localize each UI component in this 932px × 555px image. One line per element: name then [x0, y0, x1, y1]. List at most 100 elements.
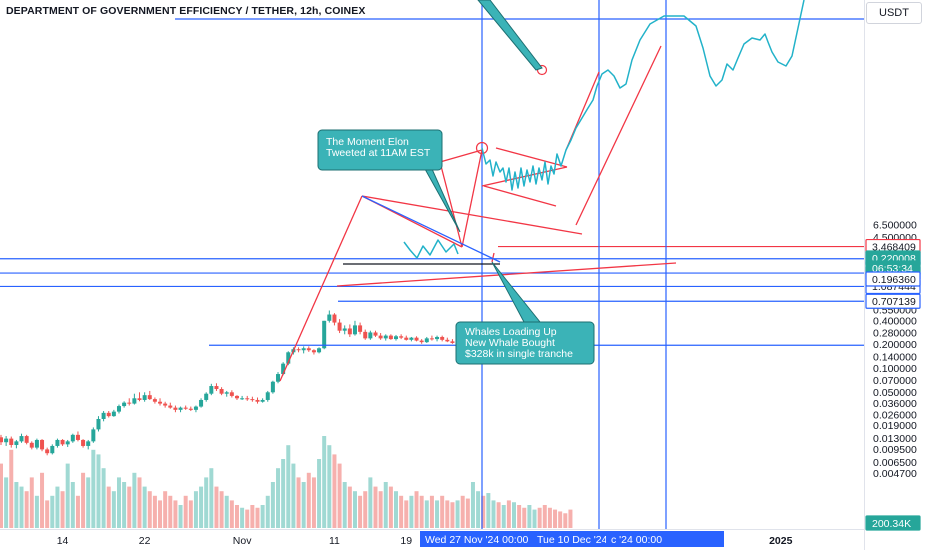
volume-bar [55, 486, 60, 528]
candle-up [65, 441, 70, 445]
volume-bar [132, 472, 137, 528]
volume-bar [111, 491, 116, 528]
candle-up [209, 386, 214, 394]
candle-up [116, 406, 121, 412]
volume-bar [158, 500, 163, 528]
time-tick-label: 19 [400, 535, 412, 547]
price-label-value: 0.707139 [872, 296, 916, 308]
volume-bar [224, 495, 229, 528]
candle-down [188, 408, 193, 410]
volume-bar [270, 482, 275, 528]
price-tick-label: 0.004700 [873, 468, 917, 480]
candle-down [255, 399, 260, 402]
candle-up [286, 352, 291, 364]
volume-bar [152, 495, 157, 528]
volume-bar [24, 491, 29, 528]
volume-bar [486, 493, 491, 528]
candle-up [270, 381, 275, 393]
volume-bar [91, 449, 96, 528]
price-tick-label: 0.200000 [873, 339, 917, 351]
volume-bar [281, 459, 286, 528]
volume-bar [455, 500, 460, 528]
volume-bar [245, 509, 250, 528]
candle-down [373, 332, 378, 336]
price-label-value: 3.468409 [872, 241, 916, 253]
candle-up [342, 328, 347, 331]
volume-bar [9, 449, 14, 528]
volume-bar [75, 495, 80, 528]
candle-up [14, 441, 19, 445]
candle-down [9, 438, 14, 445]
price-tick-label: 0.026000 [873, 409, 917, 421]
candle-up [322, 320, 327, 349]
trendline [461, 149, 483, 248]
trendline [439, 161, 463, 248]
volume-bar [368, 477, 373, 528]
volume-bar [296, 477, 301, 528]
volume-bar [317, 459, 322, 528]
volume-bar [327, 445, 332, 528]
candle-down [378, 335, 383, 339]
price-tick-label: 0.400000 [873, 315, 917, 327]
candle-down [229, 392, 234, 396]
volume-bar [532, 509, 537, 528]
volume-bar [363, 491, 368, 528]
price-tick-label: 0.006500 [873, 457, 917, 469]
candle-down [183, 407, 188, 409]
candle-up [86, 441, 91, 446]
volume-bar [106, 486, 111, 528]
currency-selector[interactable]: USDT [866, 2, 922, 24]
candle-down [245, 398, 250, 400]
candle-up [383, 335, 388, 339]
volume-bar [173, 500, 178, 528]
volume-bar [506, 500, 511, 528]
candle-up [317, 348, 322, 353]
candle-down [404, 337, 409, 340]
callout-text: New Whale Bought [465, 337, 555, 349]
candle-down [24, 436, 29, 443]
price-label-value: 0.196360 [872, 274, 916, 286]
candle-down [40, 439, 45, 450]
candle-up [265, 392, 270, 400]
candle-up [101, 412, 106, 419]
candle-down [337, 322, 342, 331]
volume-bar [70, 482, 75, 528]
candle-down [440, 336, 445, 340]
time-highlight-box [606, 531, 724, 547]
candle-up [111, 411, 116, 417]
candle-up [352, 325, 357, 335]
volume-bar [419, 495, 424, 528]
candle-up [132, 398, 137, 404]
volume-bar [358, 495, 363, 528]
candle-up [368, 332, 373, 339]
callout-text: $328k in single tranche [465, 348, 573, 360]
candle-up [276, 374, 281, 382]
candle-down [147, 395, 152, 400]
volume-bar [178, 505, 183, 528]
price-label-box [865, 271, 921, 287]
candle-up [19, 436, 24, 442]
volume-bar [19, 486, 24, 528]
candle-down [152, 399, 157, 402]
volume-bar [491, 500, 496, 528]
price-tick-label: 0.036000 [873, 398, 917, 410]
volume-bar [4, 477, 9, 528]
volume-bar [465, 498, 470, 528]
volume-bar [234, 505, 239, 528]
volume-bar [168, 495, 173, 528]
volume-layer [0, 436, 573, 528]
volume-bar [116, 477, 121, 528]
price-tick-label: 6.500000 [873, 219, 917, 231]
volume-bar [460, 495, 465, 528]
drawings-layer [0, 0, 864, 529]
volume-bar [568, 509, 573, 528]
candle-down [81, 439, 86, 446]
volume-bar [522, 507, 527, 528]
volume-bar [347, 486, 352, 528]
trendline [336, 262, 677, 287]
candle-down [173, 407, 178, 410]
candle-up [142, 395, 147, 400]
volume-bar [199, 486, 204, 528]
